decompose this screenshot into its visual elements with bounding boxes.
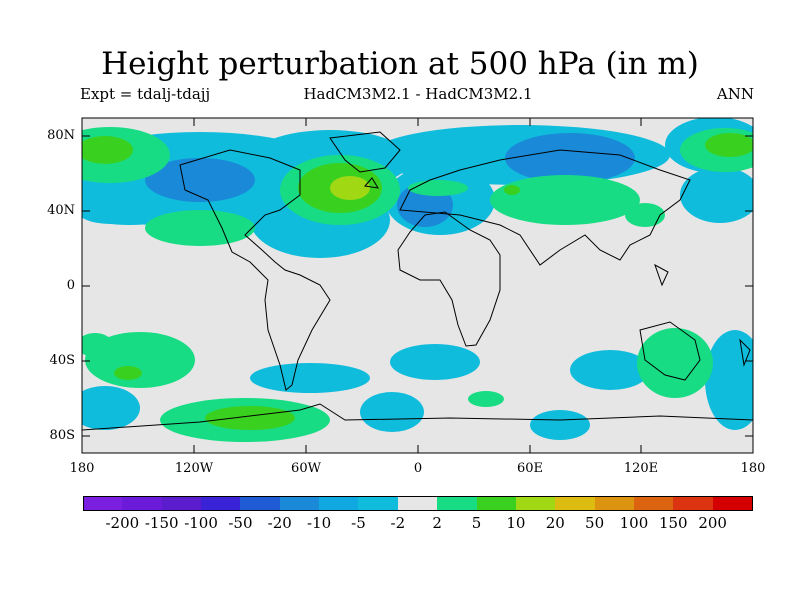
colorbar-label: 5 xyxy=(471,514,482,532)
lon-label-180w: 180 xyxy=(69,461,95,476)
colorbar-label: 150 xyxy=(658,514,688,532)
colorbar-label: -10 xyxy=(307,514,332,532)
colorbar-label: 200 xyxy=(698,514,727,532)
axis-ticks xyxy=(82,118,753,453)
lat-label-80s: 80S xyxy=(49,428,75,443)
colorbar-label: -100 xyxy=(184,514,218,532)
lon-label-120w: 120W xyxy=(174,461,214,476)
colorbar-swatch xyxy=(712,496,753,511)
colorbar-swatch xyxy=(240,496,281,511)
colorbar-swatch xyxy=(673,496,714,511)
colorbar-label: 100 xyxy=(619,514,649,532)
lat-label-80n: 80N xyxy=(47,128,75,143)
colorbar-label: -2 xyxy=(390,514,406,532)
lat-label-0: 0 xyxy=(66,278,75,293)
colorbar-label: 2 xyxy=(432,514,442,532)
colorbar-swatch xyxy=(633,496,675,511)
colorbar-swatch xyxy=(397,496,439,511)
contour-fills xyxy=(82,118,753,442)
colorbar-swatch xyxy=(279,496,321,511)
colorbar-swatch xyxy=(201,496,242,511)
model-label: HadCM3M2.1 - HadCM3M2.1 xyxy=(303,85,533,103)
colorbar-swatch xyxy=(594,496,635,511)
lat-label-40s: 40S xyxy=(49,353,75,368)
colorbar-label: -150 xyxy=(144,514,179,532)
colorbar-swatch xyxy=(437,496,478,511)
colorbar-label: -20 xyxy=(267,514,292,532)
lon-label-60w: 60W xyxy=(291,461,321,476)
lon-label-180e: 180 xyxy=(740,461,766,476)
lat-label-40n: 40N xyxy=(47,203,75,218)
colorbar-label: -50 xyxy=(228,514,253,532)
lon-label-120e: 120E xyxy=(623,461,659,476)
colorbar-label: 50 xyxy=(585,514,605,532)
colorbar-swatch xyxy=(515,496,557,511)
season-label: ANN xyxy=(716,85,754,103)
colorbar-swatch xyxy=(83,496,124,511)
colorbar-swatch xyxy=(319,496,360,511)
map-title: Height perturbation at 500 hPa (in m) xyxy=(101,46,699,82)
lon-label-0: 0 xyxy=(413,461,423,476)
experiment-label: Expt = tdalj-tdajj xyxy=(80,85,211,103)
colorbar-label: -5 xyxy=(351,514,366,532)
colorbar-swatch xyxy=(358,496,399,511)
colorbar-label: -200 xyxy=(105,514,140,532)
colorbar-swatch xyxy=(122,496,163,511)
colorbar-swatch xyxy=(555,496,596,511)
colorbar-swatch xyxy=(476,496,517,511)
colorbar-label: 10 xyxy=(506,514,526,532)
colorbar-swatch xyxy=(161,496,203,511)
lon-label-60e: 60E xyxy=(516,461,544,476)
colorbar-label: 20 xyxy=(545,514,565,532)
